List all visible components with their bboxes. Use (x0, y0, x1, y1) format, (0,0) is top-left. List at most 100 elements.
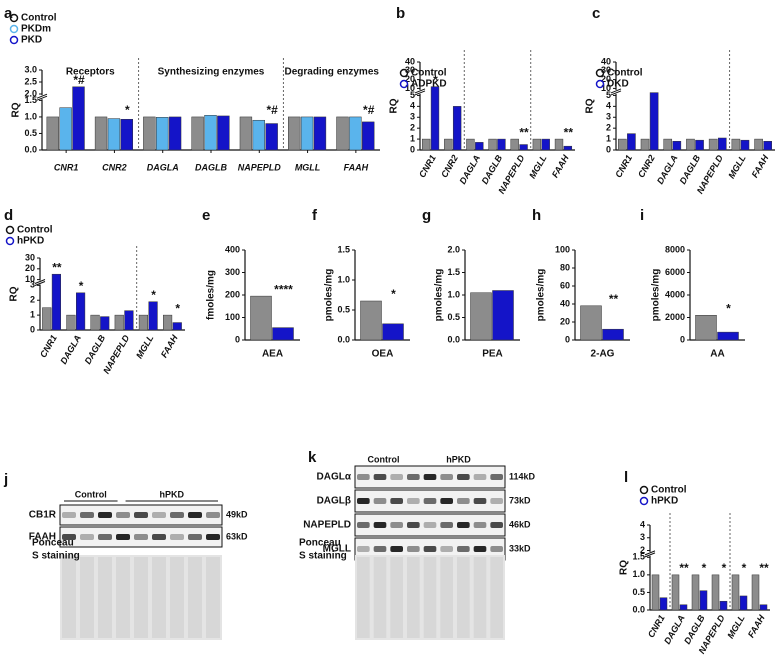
y-tick-label: 10 (405, 83, 415, 93)
y-tick-label: 5 (410, 90, 415, 100)
y-tick-label: 400 (225, 244, 240, 254)
y-tick-label: 40 (601, 56, 611, 66)
blot-band (490, 546, 503, 552)
bar (627, 133, 636, 151)
blot-band (423, 498, 437, 504)
bar (649, 92, 659, 151)
bar (699, 590, 708, 611)
row-label: CB1R (29, 510, 57, 521)
y-tick-label: 0 (235, 334, 240, 344)
blot-band (423, 474, 437, 480)
ponceau-lane (423, 557, 437, 638)
y-tick-label: 0.0 (632, 604, 645, 614)
bar (475, 142, 484, 151)
axis-break-mark (644, 550, 656, 556)
y-tick-label: 6000 (665, 267, 685, 277)
y-tick-label: 80 (560, 262, 570, 272)
legend-label: hPKD (651, 496, 678, 507)
x-tick-label: CNR1 (54, 162, 79, 172)
blot-row (59, 526, 223, 548)
y-tick-label: 100 (225, 312, 240, 322)
axis-break (646, 551, 654, 556)
significance-label: * (175, 301, 180, 315)
bar (59, 107, 72, 151)
bar (691, 574, 700, 611)
row-label: NAPEPLD (303, 520, 351, 531)
y-tick-label: 5 (606, 90, 611, 100)
legend-marker (9, 35, 19, 45)
x-tick-label: MGLL (134, 333, 155, 360)
x-tick-label: FAAH (550, 153, 571, 180)
y-tick-label: 0.5 (24, 128, 37, 138)
y-tick-label: 1.5 (632, 552, 645, 562)
x-tick-label: MGLL (527, 153, 548, 180)
panel-letter: b (396, 5, 405, 22)
axis-break (36, 280, 44, 285)
ponceau-lane (62, 557, 76, 638)
significance-label: * (125, 103, 130, 117)
y-tick-label: 10 (25, 274, 35, 284)
bar (120, 118, 133, 151)
bar (532, 138, 542, 151)
axis-break (612, 89, 620, 94)
y-tick-label: 0 (410, 144, 415, 154)
bar (717, 331, 739, 341)
y-tick-label: 20 (560, 316, 570, 326)
y-axis-label: RQ (11, 102, 22, 117)
y-axis-label: RQ (389, 98, 400, 113)
bar (663, 138, 673, 151)
ponceau-lane (206, 557, 220, 638)
bar (107, 118, 121, 151)
y-tick-label: 2 (30, 295, 35, 305)
x-tick-label: CNR1 (38, 333, 59, 359)
bar (763, 141, 772, 151)
bar (719, 600, 728, 611)
y-tick-label: 1.5 (24, 95, 37, 105)
legend-marker (9, 13, 19, 23)
y-tick-label: 30 (405, 65, 415, 75)
significance-label: *# (73, 73, 85, 87)
blot-band (490, 498, 503, 504)
x-tick-label: DAGLA (58, 333, 83, 366)
x-tick-label: CNR2 (102, 162, 127, 172)
legend-marker (639, 485, 649, 495)
x-tick-label: DAGLB (83, 333, 108, 366)
row-label: DAGLα (317, 472, 352, 483)
blot-band (98, 512, 112, 518)
blot-band (473, 522, 487, 528)
bar (686, 138, 695, 151)
y-tick-label: 1.0 (447, 289, 460, 299)
y-tick-label: 0.0 (24, 144, 37, 154)
bar (51, 273, 61, 331)
legend-label: Control (651, 485, 687, 496)
y-axis-label: fmoles/mg (206, 270, 217, 320)
axis-break-mark (610, 88, 622, 94)
blot-band (80, 534, 94, 540)
bar (204, 115, 217, 151)
blot-band (373, 498, 387, 504)
bar (640, 138, 650, 151)
blot-band (440, 522, 453, 528)
ponceau-lane (170, 557, 184, 638)
band-size: 73kD (509, 495, 531, 505)
x-tick-label: DAGLA (147, 162, 179, 172)
bar (362, 121, 375, 151)
axis-break-mark (414, 88, 426, 94)
blot-band (188, 534, 202, 540)
y-tick-label: 3 (30, 280, 35, 290)
blot-band (407, 522, 420, 528)
blot-band (80, 512, 94, 518)
bar (554, 138, 564, 151)
y-tick-label: 2.0 (24, 88, 37, 98)
bar (272, 327, 294, 341)
blot-band (62, 512, 76, 518)
ponceau-lane (440, 557, 453, 638)
significance-label: *# (266, 103, 278, 117)
y-tick-label: 20 (25, 263, 35, 273)
bar (739, 595, 748, 611)
ponceau-lane (152, 557, 166, 638)
significance-label: * (391, 287, 396, 301)
bar (488, 138, 497, 151)
bar (519, 144, 528, 151)
row-label: MGLL (323, 544, 351, 555)
